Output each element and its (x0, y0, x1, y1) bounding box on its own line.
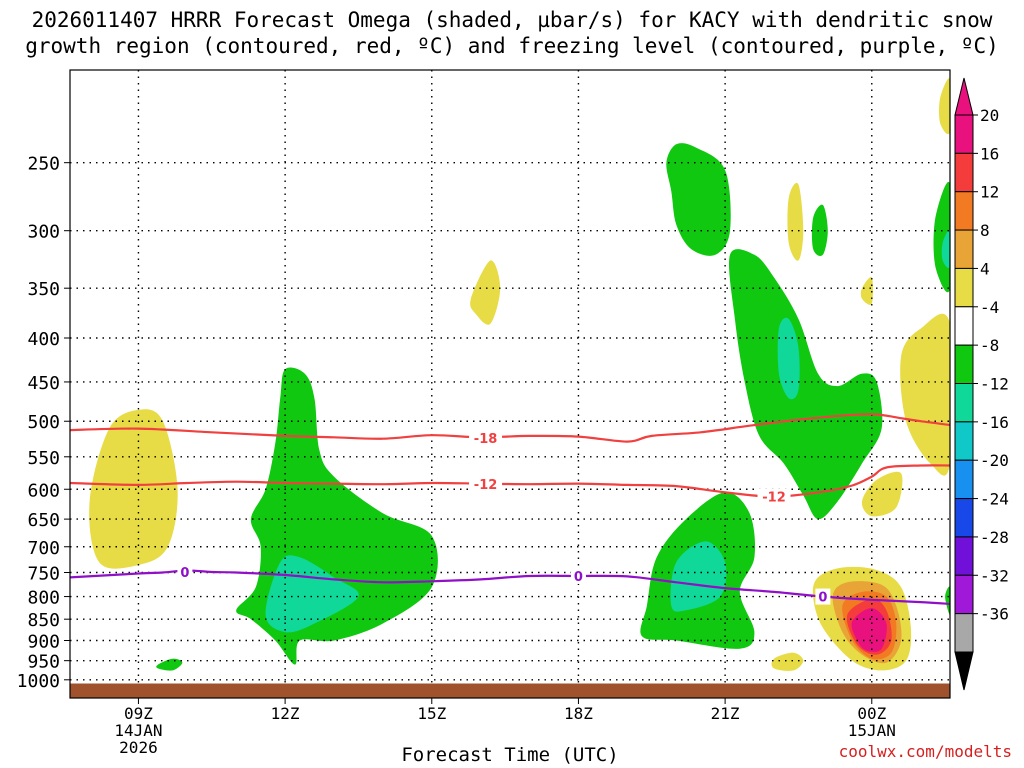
colorbar-bin-16-20 (954, 152, 974, 193)
contour-label-bg--12 (469, 476, 503, 493)
colorbar-label--20: -20 (980, 451, 1009, 470)
colorbar-bin--16--12 (954, 421, 974, 461)
colorbar-bin--20--16 (954, 459, 974, 500)
y-tick-label-400: 400 (27, 329, 60, 350)
omega-region-4 (156, 658, 183, 671)
colorbar-bin--28--24 (954, 536, 974, 576)
colorbar-bin--8--4 (954, 344, 974, 384)
omega-region-14 (939, 78, 950, 135)
colorbar-bin-20-24 (954, 114, 974, 154)
contour-label--18: -18 (474, 432, 498, 447)
colorbar-bin--36--32 (954, 613, 974, 653)
x-tick-label-18Z: 18Z (564, 704, 593, 723)
omega-region-18 (861, 471, 903, 517)
colorbar-label-16: 16 (980, 144, 999, 163)
colorbar-label--32: -32 (980, 566, 1009, 585)
y-tick-label-900: 900 (27, 631, 60, 652)
y-tick-label-250: 250 (27, 154, 60, 175)
colorbar-top-arrow (954, 77, 974, 116)
colorbar-label--4: -4 (980, 298, 999, 317)
y-tick-label-1000: 1000 (17, 671, 60, 692)
y-tick-label-300: 300 (27, 222, 60, 243)
chart-title-line-1: 2026011407 HRRR Forecast Omega (shaded, … (31, 8, 993, 32)
contour-line--12 (70, 464, 950, 498)
x-tick-date-09Z: 14JAN (114, 721, 162, 740)
colorbar-label-12: 12 (980, 183, 999, 202)
contour-line--18 (70, 413, 950, 443)
colorbar-label--12: -12 (980, 375, 1009, 394)
credit-text: coolwx.com/modelts (838, 742, 1012, 761)
contour-label-0: 0 (818, 591, 827, 606)
colorbar-label--36: -36 (980, 605, 1009, 624)
y-tick-label-350: 350 (27, 279, 60, 300)
y-tick-label-750: 750 (27, 563, 60, 584)
omega-region-13 (945, 586, 950, 615)
omega-region-7 (777, 317, 800, 400)
y-tick-label-500: 500 (27, 412, 60, 433)
plot-frame (69, 69, 951, 699)
omega-region-5 (666, 143, 731, 256)
y-tick-label-650: 650 (27, 510, 60, 531)
contour-label-bg-0 (570, 567, 586, 584)
plot-area: -18 -12 0 -12 0 0 (70, 70, 950, 698)
x-tick-label-12Z: 12Z (271, 704, 300, 723)
x-tick-label-00Z: 00Z (857, 704, 886, 723)
colorbar-label-8: 8 (980, 221, 990, 240)
x-tick-date-00Z: 15JAN (848, 721, 896, 740)
omega-region-8 (811, 204, 828, 257)
contour-label-bg-0 (815, 588, 831, 605)
omega-region-17 (787, 182, 804, 261)
y-tick-label-550: 550 (27, 448, 60, 469)
colorbar-label--16: -16 (980, 413, 1009, 432)
omega-region-0 (89, 409, 178, 569)
x-axis-title: Forecast Time (UTC) (401, 744, 619, 766)
contour-label-bg--18 (469, 430, 503, 447)
ground-surface (70, 683, 950, 698)
contour-label--12: -12 (762, 491, 786, 506)
colorbar-label-4: 4 (980, 259, 990, 278)
contour-label-0: 0 (574, 570, 583, 585)
omega-region-16 (860, 276, 873, 305)
x-tick-label-09Z: 09Z (124, 704, 153, 723)
colorbar-label-20: 20 (980, 106, 999, 125)
y-tick-label-950: 950 (27, 652, 60, 673)
omega-region-10 (670, 541, 727, 612)
y-tick-label-800: 800 (27, 588, 60, 609)
colorbar-label--28: -28 (980, 528, 1009, 547)
omega-region-1 (470, 260, 501, 325)
colorbar-bin--12--8 (954, 383, 974, 423)
omega-region-24 (851, 607, 887, 652)
contour-label-0: 0 (180, 566, 189, 581)
colorbar-bin--4-4 (954, 306, 974, 346)
y-tick-label-600: 600 (27, 480, 60, 501)
omega-region-19 (771, 652, 804, 671)
colorbar-bin--32--28 (954, 574, 974, 615)
omega-region-15 (900, 313, 950, 476)
colorbar-bin-8-12 (954, 229, 974, 269)
x-tick-label-21Z: 21Z (711, 704, 740, 723)
colorbar-bin-12-16 (954, 191, 974, 231)
contour-label-bg-0 (177, 563, 193, 580)
x-tick-label-15Z: 15Z (417, 704, 446, 723)
x-tick-year-09Z: 2026 (119, 738, 158, 757)
y-tick-label-850: 850 (27, 610, 60, 631)
colorbar-label--8: -8 (980, 336, 999, 355)
omega-region-12 (941, 229, 950, 268)
omega-region-6 (728, 249, 883, 520)
colorbar-bin--24--20 (954, 498, 974, 538)
y-tick-label-700: 700 (27, 538, 60, 559)
contour-label-bg--12 (757, 488, 791, 505)
contour-label--12: -12 (474, 478, 498, 493)
colorbar-bottom-arrow (954, 651, 974, 691)
chart-title-line-2: growth region (contoured, red, ºC) and f… (25, 34, 999, 58)
y-tick-label-450: 450 (27, 373, 60, 394)
colorbar-bin-4-8 (954, 267, 974, 308)
colorbar-label--24: -24 (980, 490, 1009, 509)
